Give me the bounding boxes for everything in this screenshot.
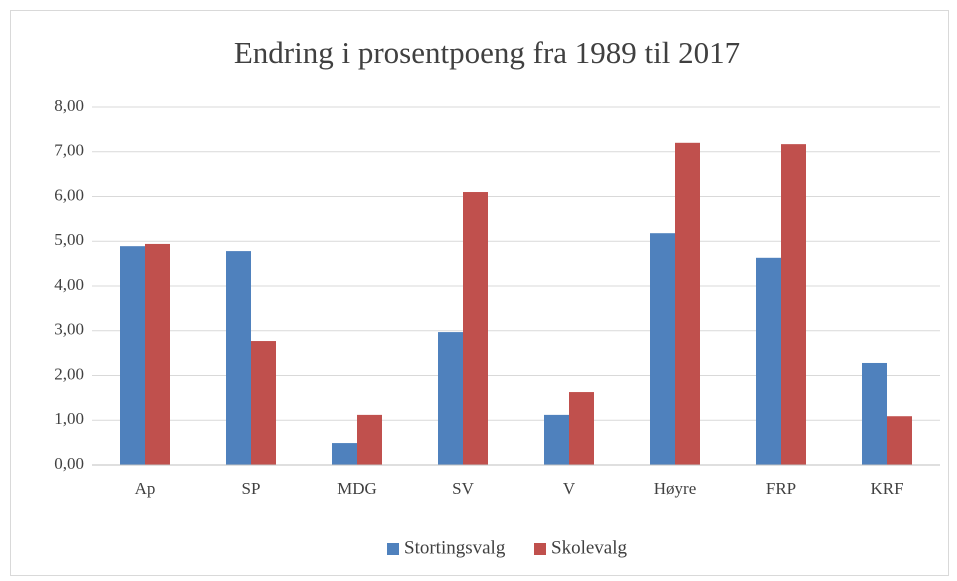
chart-title: Endring i prosentpoeng fra 1989 til 2017	[234, 35, 740, 70]
bar	[544, 414, 569, 465]
bar	[251, 341, 276, 465]
y-tick-label: 7,00	[54, 141, 84, 160]
x-tick-label: KRF	[870, 479, 903, 498]
x-tick-label: SP	[242, 479, 261, 498]
bar	[438, 332, 463, 465]
bar	[145, 243, 170, 465]
x-tick-label: Ap	[135, 479, 156, 498]
y-tick-label: 3,00	[54, 320, 84, 339]
bar	[650, 233, 675, 465]
bar	[675, 142, 700, 466]
bar	[463, 192, 488, 465]
y-tick-label: 6,00	[54, 185, 84, 204]
bar	[226, 251, 251, 465]
legend-label: Skolevalg	[551, 537, 627, 558]
bar	[862, 362, 887, 465]
x-tick-label: FRP	[766, 479, 796, 498]
bar	[357, 414, 382, 465]
x-tick-label: SV	[452, 479, 474, 498]
bar	[781, 144, 806, 465]
bar	[756, 257, 781, 465]
x-tick-label: MDG	[337, 479, 377, 498]
bar	[887, 416, 912, 465]
bar	[120, 246, 145, 465]
y-tick-label: 0,00	[54, 454, 84, 473]
x-tick-label: Høyre	[654, 479, 696, 498]
y-tick-label: 4,00	[54, 275, 84, 294]
legend-label: Stortingsvalg	[404, 537, 506, 558]
bar	[332, 443, 357, 465]
x-tick-label: V	[563, 479, 576, 498]
bar	[569, 392, 594, 465]
y-tick-label: 2,00	[54, 364, 84, 383]
legend-swatch	[534, 543, 546, 555]
y-tick-label: 1,00	[54, 409, 84, 428]
y-tick-label: 8,00	[54, 96, 84, 115]
y-tick-label: 5,00	[54, 230, 84, 249]
legend-swatch	[387, 543, 399, 555]
